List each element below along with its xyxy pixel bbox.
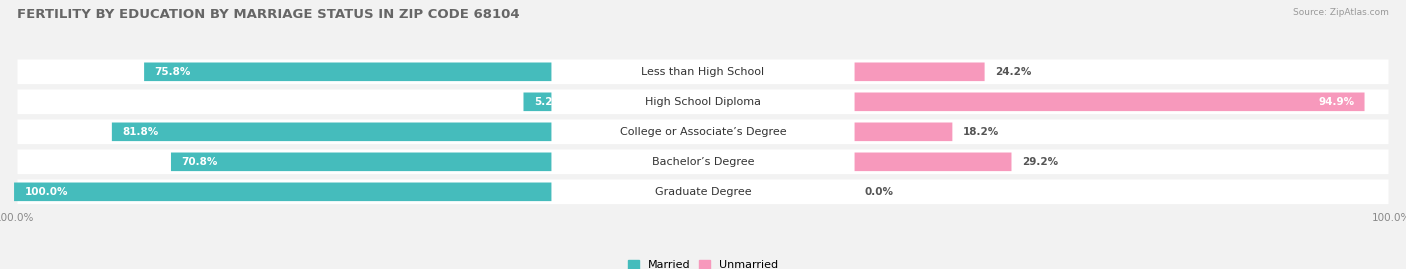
- Text: Bachelor’s Degree: Bachelor’s Degree: [652, 157, 754, 167]
- FancyBboxPatch shape: [855, 122, 952, 141]
- Text: 70.8%: 70.8%: [181, 157, 218, 167]
- Legend: Married, Unmarried: Married, Unmarried: [623, 255, 783, 269]
- Text: 81.8%: 81.8%: [122, 127, 159, 137]
- FancyBboxPatch shape: [17, 150, 1389, 174]
- FancyBboxPatch shape: [17, 90, 1389, 114]
- FancyBboxPatch shape: [855, 93, 1365, 111]
- FancyBboxPatch shape: [17, 59, 1389, 84]
- Text: High School Diploma: High School Diploma: [645, 97, 761, 107]
- Text: 0.0%: 0.0%: [865, 187, 894, 197]
- Text: Less than High School: Less than High School: [641, 67, 765, 77]
- Text: Source: ZipAtlas.com: Source: ZipAtlas.com: [1294, 8, 1389, 17]
- Text: 18.2%: 18.2%: [963, 127, 998, 137]
- Text: 24.2%: 24.2%: [995, 67, 1032, 77]
- FancyBboxPatch shape: [855, 62, 984, 81]
- FancyBboxPatch shape: [523, 93, 551, 111]
- FancyBboxPatch shape: [143, 62, 551, 81]
- FancyBboxPatch shape: [172, 153, 551, 171]
- Text: 29.2%: 29.2%: [1022, 157, 1057, 167]
- Text: 100.0%: 100.0%: [24, 187, 67, 197]
- Text: College or Associate’s Degree: College or Associate’s Degree: [620, 127, 786, 137]
- FancyBboxPatch shape: [112, 122, 551, 141]
- Text: 75.8%: 75.8%: [155, 67, 191, 77]
- FancyBboxPatch shape: [855, 153, 1011, 171]
- FancyBboxPatch shape: [17, 179, 1389, 204]
- Text: 5.2%: 5.2%: [534, 97, 562, 107]
- Text: 94.9%: 94.9%: [1317, 97, 1354, 107]
- FancyBboxPatch shape: [14, 182, 551, 201]
- Text: FERTILITY BY EDUCATION BY MARRIAGE STATUS IN ZIP CODE 68104: FERTILITY BY EDUCATION BY MARRIAGE STATU…: [17, 8, 519, 21]
- Text: Graduate Degree: Graduate Degree: [655, 187, 751, 197]
- FancyBboxPatch shape: [17, 119, 1389, 144]
